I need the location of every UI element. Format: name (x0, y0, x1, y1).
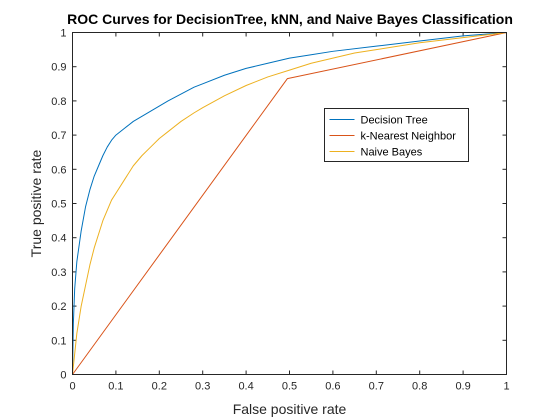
y-tick-label: 0 (60, 370, 66, 382)
series-lines (72, 32, 507, 375)
plot-frame (72, 32, 507, 375)
x-tick-label: 0.3 (195, 381, 210, 393)
chart-title: ROC Curves for DecisionTree, kNN, and Na… (67, 11, 513, 27)
y-tick-label: 0.5 (51, 199, 66, 211)
legend-label-decision-tree: Decision Tree (361, 115, 428, 127)
x-tick-label: 0.2 (152, 381, 167, 393)
y-tick-label: 0.4 (51, 233, 66, 245)
y-tick-label: 1 (60, 28, 66, 40)
y-axis-label: True positive rate (28, 149, 44, 257)
y-tick-label: 0.2 (51, 301, 66, 313)
y-ticks: 0 0.1 0.2 0.3 0.4 0.5 0.6 0.7 0.8 0.9 1 (51, 28, 507, 382)
x-tick-label: 0.7 (369, 381, 384, 393)
legend-label-naive-bayes: Naive Bayes (361, 147, 423, 159)
legend-label-k-nearest-neighbor: k-Nearest Neighbor (361, 131, 457, 143)
y-tick-label: 0.1 (51, 335, 66, 347)
x-tick-label: 0.6 (325, 381, 340, 393)
x-tick-label: 0 (69, 381, 75, 393)
x-tick-label: 1 (503, 381, 509, 393)
legend: Decision Tree k-Nearest Neighbor Naive Bay… (324, 108, 469, 162)
x-tick-label: 0.4 (238, 381, 253, 393)
series-line-k-nearest-neighbor (72, 32, 507, 375)
series-line-naive-bayes (72, 32, 507, 375)
series-line-decision-tree (72, 32, 507, 375)
y-tick-label: 0.3 (51, 267, 66, 279)
y-tick-label: 0.8 (51, 96, 66, 108)
x-tick-label: 0.5 (282, 381, 297, 393)
y-tick-label: 0.7 (51, 130, 66, 142)
x-axis-label: False positive rate (233, 401, 347, 417)
plot-area (72, 32, 507, 375)
y-tick-label: 0.6 (51, 164, 66, 176)
x-ticks: 0 0.1 0.2 0.3 0.4 0.5 0.6 0.7 0.8 0.9 1 (69, 32, 510, 393)
x-tick-label: 0.9 (455, 381, 470, 393)
x-tick-label: 0.8 (412, 381, 427, 393)
x-tick-label: 0.1 (108, 381, 123, 393)
y-tick-label: 0.9 (51, 62, 66, 74)
